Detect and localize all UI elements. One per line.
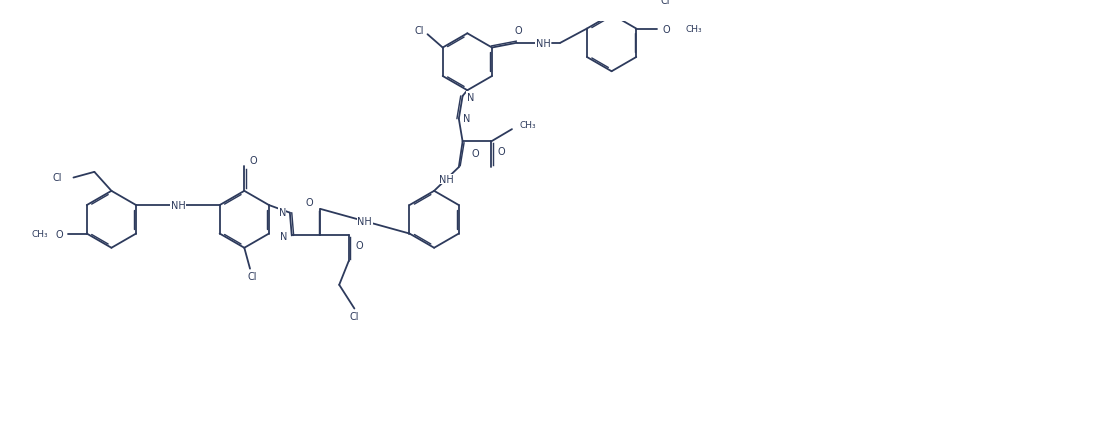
Text: NH: NH xyxy=(358,217,372,227)
Text: O: O xyxy=(56,229,63,239)
Text: CH₃: CH₃ xyxy=(31,230,47,239)
Text: O: O xyxy=(305,198,313,208)
Text: N: N xyxy=(463,114,471,123)
Text: O: O xyxy=(514,26,522,37)
Text: CH₃: CH₃ xyxy=(520,120,536,129)
Text: N: N xyxy=(466,92,474,103)
Text: Cl: Cl xyxy=(415,26,423,37)
Text: N: N xyxy=(281,232,287,242)
Text: Cl: Cl xyxy=(247,272,257,282)
Text: O: O xyxy=(250,155,258,165)
Text: O: O xyxy=(471,148,478,159)
Text: Cl: Cl xyxy=(661,0,670,6)
Text: O: O xyxy=(355,240,363,250)
Text: NH: NH xyxy=(170,201,185,211)
Text: NH: NH xyxy=(439,175,454,184)
Text: O: O xyxy=(663,25,670,34)
Text: N: N xyxy=(279,207,286,217)
Text: NH: NH xyxy=(536,39,551,49)
Text: Cl: Cl xyxy=(350,311,359,321)
Text: Cl: Cl xyxy=(53,172,63,182)
Text: CH₃: CH₃ xyxy=(686,25,702,34)
Text: O: O xyxy=(498,147,506,157)
